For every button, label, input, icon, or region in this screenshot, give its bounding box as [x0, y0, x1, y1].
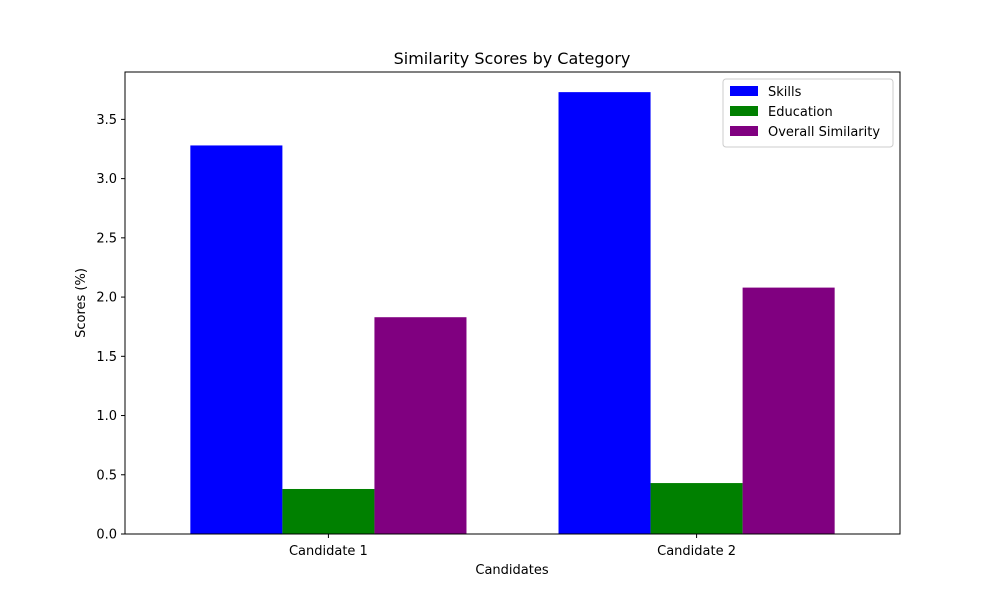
y-tick-label: 2.5: [96, 231, 117, 246]
x-tick-label: Candidate 2: [657, 544, 736, 559]
chart-title: Similarity Scores by Category: [394, 49, 631, 68]
y-tick-label: 1.5: [96, 350, 117, 365]
bar-overall-similarity-1: [374, 317, 467, 534]
plot-frame: [124, 71, 901, 535]
y-axis: 0.0 0.5 1.0 1.5 2.0 2.5 3.0 3.5: [96, 113, 125, 543]
x-axis: Candidate 1 Candidate 2: [289, 534, 736, 559]
y-axis-label: Scores (%): [74, 268, 89, 338]
bar-skills-1: [190, 145, 283, 534]
legend-label: Education: [768, 105, 833, 120]
y-tick-label: 0.5: [96, 468, 117, 483]
y-tick-label: 3.5: [96, 113, 117, 128]
legend-swatch: [730, 86, 758, 96]
legend-label: Overall Similarity: [768, 125, 880, 140]
legend-label: Skills: [768, 85, 802, 100]
legend-swatch: [730, 126, 758, 136]
y-tick-label: 3.0: [96, 172, 117, 187]
bars-group: [190, 92, 835, 534]
bar-education-1: [282, 488, 375, 534]
legend-swatch: [730, 106, 758, 116]
bar-overall-similarity-2: [742, 287, 835, 534]
y-tick-label: 2.0: [96, 291, 117, 306]
legend-box: [722, 78, 894, 148]
legend: Skills Education Overall Similarity: [722, 78, 894, 148]
bar-skills-2: [558, 92, 651, 534]
y-tick-label: 0.0: [96, 528, 117, 543]
y-tick-label: 1.0: [96, 409, 117, 424]
bar-education-2: [650, 483, 743, 534]
x-tick-label: Candidate 1: [289, 544, 368, 559]
x-axis-label: Candidates: [475, 563, 548, 578]
